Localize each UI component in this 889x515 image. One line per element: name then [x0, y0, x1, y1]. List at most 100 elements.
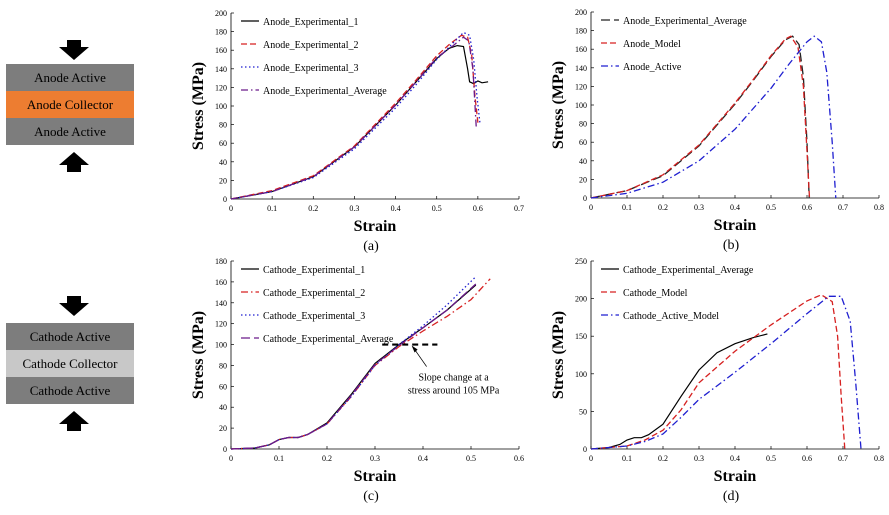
y-tick-label: 0 [223, 195, 227, 204]
x-tick-label: 0.3 [694, 454, 704, 463]
legend-label: Cathode_Experimental_1 [263, 265, 365, 276]
legend-label: Cathode_Model [623, 288, 688, 299]
y-tick-label: 0 [583, 445, 587, 454]
y-tick-label: 20 [219, 176, 227, 185]
legend-label: Anode_Experimental_Average [263, 86, 387, 97]
series-line-1 [590, 35, 810, 199]
series-line-3 [590, 295, 862, 450]
y-tick-label: 140 [575, 64, 587, 73]
y-tick-label: 160 [215, 278, 227, 287]
x-tick-label: 0.4 [418, 454, 428, 463]
x-tick-label: 0.4 [730, 203, 740, 212]
x-tick-label: 0.5 [432, 204, 442, 213]
y-tick-label: 80 [219, 361, 227, 370]
x-tick-label: 0 [229, 204, 233, 213]
x-tick-label: 0.3 [694, 203, 704, 212]
x-tick-label: 0.7 [514, 204, 524, 213]
x-tick-label: 0.6 [473, 204, 483, 213]
x-tick-label: 0.7 [838, 454, 848, 463]
annotation-arrowhead [411, 345, 418, 353]
series-line-2 [230, 278, 491, 450]
chart-b: 0 0.1 0.2 0.3 0.4 0.5 0.6 0.7 0.8 0 20 40 60 80 100 120… [550, 8, 884, 253]
y-tick-label: 40 [219, 158, 227, 167]
x-tick-label: 0.2 [322, 454, 332, 463]
y-tick-label: 40 [219, 403, 227, 412]
legend-label: Anode_Experimental_2 [263, 40, 359, 51]
y-tick-label: 80 [579, 120, 587, 129]
x-tick-label: 0.7 [838, 203, 848, 212]
y-tick-label: 60 [579, 138, 587, 147]
legend-label: Cathode_Experimental_Average [623, 265, 754, 276]
cathode-layer-1: Cathode Active [6, 323, 134, 350]
anode-layer-3: Anode Active [6, 118, 134, 145]
y-tick-label: 200 [575, 295, 587, 304]
y-tick-label: 200 [215, 9, 227, 18]
y-tick-label: 20 [219, 424, 227, 433]
x-tick-label: 0.3 [370, 454, 380, 463]
x-axis-label: Strain [354, 468, 397, 485]
x-tick-label: 0.6 [514, 454, 524, 463]
series-line-3 [230, 276, 477, 450]
x-tick-label: 0.8 [874, 454, 884, 463]
y-tick-label: 160 [215, 46, 227, 55]
y-tick-label: 250 [575, 257, 587, 266]
y-tick-label: 50 [579, 407, 587, 416]
x-tick-label: 0.1 [622, 203, 632, 212]
y-tick-label: 60 [219, 382, 227, 391]
chart-d: 0 0.1 0.2 0.3 0.4 0.5 0.6 0.7 0.8 0 50 100 150 200 250… [550, 257, 884, 504]
y-tick-label: 180 [215, 28, 227, 37]
y-tick-label: 120 [575, 82, 587, 91]
legend-label: Anode_Active [623, 62, 682, 73]
y-axis-label: Stress (MPa) [190, 311, 207, 399]
y-tick-label: 0 [583, 194, 587, 203]
x-tick-label: 0 [589, 454, 593, 463]
y-tick-label: 100 [215, 341, 227, 350]
y-axis-label: Stress (MPa) [550, 311, 567, 399]
y-tick-label: 80 [219, 121, 227, 130]
x-tick-label: 0.1 [622, 454, 632, 463]
x-tick-label: 0.1 [267, 204, 277, 213]
y-axis-label: Stress (MPa) [190, 62, 207, 150]
panel-label: (a) [363, 239, 379, 254]
y-tick-label: 200 [575, 8, 587, 17]
x-tick-label: 0.3 [349, 204, 359, 213]
annotation-text: stress around 105 MPa [408, 386, 500, 397]
series-line-4 [230, 283, 477, 450]
y-tick-label: 100 [215, 102, 227, 111]
x-tick-label: 0.2 [658, 454, 668, 463]
annotation-text: Slope change at a [418, 373, 489, 384]
y-tick-label: 140 [215, 65, 227, 74]
y-tick-label: 140 [215, 299, 227, 308]
series-line-1 [590, 333, 768, 450]
x-tick-label: 0.2 [308, 204, 318, 213]
y-tick-label: 20 [579, 175, 587, 184]
y-tick-label: 100 [575, 101, 587, 110]
anode-layer-2: Anode Collector [6, 91, 134, 118]
y-tick-label: 0 [223, 445, 227, 454]
x-tick-label: 0.4 [730, 454, 740, 463]
y-tick-label: 120 [215, 83, 227, 92]
series-line-3 [590, 35, 837, 199]
anode-layer-1: Anode Active [6, 64, 134, 91]
series-line-2 [590, 35, 811, 199]
x-tick-label: 0.5 [766, 203, 776, 212]
y-axis-label: Stress (MPa) [550, 61, 567, 149]
anode-layer-stack: Anode Active Anode Collector Anode Active [6, 64, 134, 145]
panel-label: (b) [723, 238, 740, 253]
legend-label: Anode_Model [623, 39, 681, 50]
y-tick-label: 180 [215, 257, 227, 266]
legend-label: Cathode_Experimental_2 [263, 288, 365, 299]
legend-label: Cathode_Experimental_Average [263, 334, 394, 345]
series-line-2 [230, 34, 479, 200]
x-tick-label: 0.6 [802, 454, 812, 463]
y-tick-label: 40 [579, 157, 587, 166]
y-tick-label: 120 [215, 320, 227, 329]
panel-label: (d) [723, 489, 740, 504]
legend-label: Anode_Experimental_3 [263, 63, 359, 74]
cathode-layer-stack: Cathode Active Cathode Collector Cathode A… [6, 323, 134, 404]
y-tick-label: 60 [219, 139, 227, 148]
x-tick-label: 0.1 [274, 454, 284, 463]
x-axis-label: Strain [714, 468, 757, 485]
x-tick-label: 0.8 [874, 203, 884, 212]
